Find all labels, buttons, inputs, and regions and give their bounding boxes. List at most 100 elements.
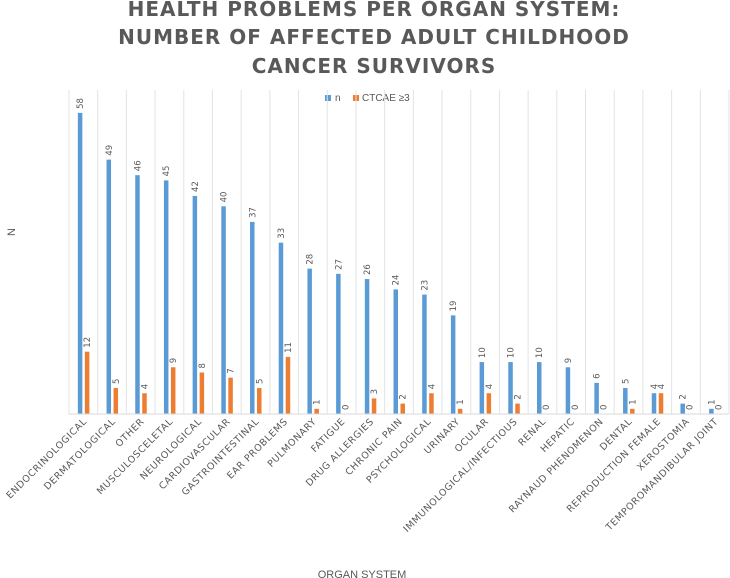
- data-label-ctcae-psychological: 4: [427, 384, 437, 389]
- data-label-n-temporomandibular-joint: 1: [707, 399, 717, 404]
- legend: n CTCAE ≥3: [325, 93, 410, 104]
- data-label-n-ear-problems: 33: [277, 228, 287, 239]
- data-label-ctcae-chronic-pain: 2: [399, 394, 409, 399]
- data-label-n-reproduction-female: 4: [650, 384, 660, 389]
- data-label-n-ocular: 10: [478, 347, 488, 358]
- data-label-ctcae-gastrointestinal: 5: [255, 379, 265, 384]
- legend-swatch-n: [325, 95, 331, 101]
- data-label-n-xerostomia: 2: [679, 394, 689, 399]
- bar-n-raynaud-phenomenon: [594, 382, 599, 414]
- bar-ctcae-immunological-infectious: [515, 403, 520, 414]
- bar-ctcae-ocular: [486, 393, 492, 414]
- bar-n-pulmonary: [307, 268, 312, 414]
- bar-ctcae-reproduction-female: [658, 393, 664, 414]
- bar-ctcae-neurological: [199, 372, 205, 414]
- data-label-n-renal: 10: [535, 347, 545, 358]
- bar-n-neurological: [192, 195, 198, 414]
- data-label-ctcae-dermatological: 5: [112, 379, 122, 384]
- bar-n-xerostomia: [680, 403, 685, 414]
- gridlines: [68, 90, 730, 414]
- chart-title-line-2: NUMBER OF AFFECTED ADULT CHILDHOOD: [118, 25, 630, 49]
- bar-ctcae-psychological: [429, 393, 434, 414]
- bar-ctcae-chronic-pain: [400, 403, 405, 414]
- bar-n-gastrointestinal: [250, 221, 255, 414]
- bar-ctcae-ear-problems: [285, 356, 291, 414]
- data-label-ctcae-pulmonary: 1: [313, 399, 323, 404]
- data-label-n-dental: 5: [621, 379, 631, 384]
- data-label-ctcae-ear-problems: 11: [284, 342, 294, 353]
- data-label-ctcae-neurological: 8: [198, 363, 208, 368]
- data-label-ctcae-cardiovascular: 7: [227, 368, 237, 373]
- bar-n-drug-allergies: [364, 279, 370, 414]
- bar-n-ear-problems: [278, 242, 284, 414]
- chart-title: HEALTH PROBLEMS PER ORGAN SYSTEM: NUMBER…: [118, 0, 630, 78]
- bar-n-reproduction-female: [651, 393, 657, 414]
- bar-n-cardiovascular: [221, 206, 226, 414]
- legend-label-ctcae: CTCAE ≥3: [362, 93, 410, 104]
- data-label-ctcae-temporomandibular-joint: 0: [714, 405, 724, 410]
- bar-n-chronic-pain: [393, 289, 398, 414]
- bar-n-renal: [536, 362, 542, 414]
- legend-label-n: n: [335, 93, 341, 104]
- data-label-ctcae-endocrinological: 12: [83, 337, 93, 348]
- data-label-n-urinary: 19: [449, 301, 459, 312]
- data-label-ctcae-hepatic: 0: [571, 405, 581, 410]
- chart-title-line-1: HEALTH PROBLEMS PER ORGAN SYSTEM:: [128, 0, 621, 21]
- bar-n-dental: [623, 388, 628, 414]
- y-axis-title: N: [6, 228, 18, 236]
- bar-ctcae-urinary: [457, 408, 463, 414]
- chart-title-line-3: CANCER SURVIVORS: [252, 54, 497, 78]
- data-label-n-cardiovascular: 40: [220, 192, 230, 203]
- data-label-ctcae-immunological-infectious: 2: [514, 394, 524, 399]
- data-label-n-gastrointestinal: 37: [248, 207, 258, 218]
- bar-n-dermatological: [106, 159, 112, 414]
- data-label-n-pulmonary: 28: [306, 254, 316, 265]
- x-axis-title: ORGAN SYSTEM: [318, 569, 407, 578]
- bar-n-ocular: [479, 362, 485, 414]
- data-label-n-psychological: 23: [420, 280, 430, 291]
- bar-n-psychological: [422, 294, 427, 414]
- bar-n-musculosceletal: [163, 180, 169, 414]
- bar-n-urinary: [450, 315, 456, 414]
- bar-ctcae-dermatological: [113, 388, 119, 414]
- data-label-n-immunological-infectious: 10: [507, 347, 517, 358]
- data-label-ctcae-dental: 1: [628, 399, 638, 404]
- bar-ctcae-endocrinological: [84, 351, 90, 414]
- bar-ctcae-dental: [630, 408, 635, 414]
- bar-ctcae-drug-allergies: [371, 398, 377, 414]
- bar-n-hepatic: [565, 367, 571, 414]
- data-label-n-other: 46: [133, 160, 143, 171]
- data-label-n-endocrinological: 58: [76, 98, 86, 109]
- data-labels: 5812495464459428407375331128127026324223…: [76, 98, 724, 410]
- bar-ctcae-musculosceletal: [170, 367, 176, 414]
- data-label-ctcae-raynaud-phenomenon: 0: [600, 405, 610, 410]
- data-label-n-musculosceletal: 45: [162, 166, 172, 177]
- data-label-ctcae-ocular: 4: [485, 384, 495, 389]
- data-label-ctcae-reproduction-female: 4: [657, 384, 667, 389]
- bar-ctcae-cardiovascular: [228, 377, 233, 414]
- bar-n-fatigue: [336, 273, 341, 414]
- data-label-ctcae-fatigue: 0: [341, 405, 351, 410]
- data-label-ctcae-other: 4: [140, 384, 150, 389]
- data-label-ctcae-urinary: 1: [456, 399, 466, 404]
- bar-n-temporomandibular-joint: [709, 408, 714, 414]
- bar-ctcae-gastrointestinal: [257, 388, 262, 414]
- bar-n-endocrinological: [77, 112, 83, 414]
- data-label-ctcae-xerostomia: 0: [686, 405, 696, 410]
- bar-n-other: [135, 175, 140, 414]
- data-label-ctcae-renal: 0: [542, 405, 552, 410]
- data-label-n-chronic-pain: 24: [392, 275, 402, 286]
- bar-ctcae-pulmonary: [314, 408, 319, 414]
- data-label-n-dermatological: 49: [105, 145, 115, 156]
- data-label-n-neurological: 42: [191, 181, 201, 192]
- data-label-n-fatigue: 27: [334, 259, 344, 270]
- data-label-n-drug-allergies: 26: [363, 264, 373, 275]
- data-label-ctcae-drug-allergies: 3: [370, 389, 380, 394]
- x-axis-tick-labels: ENDOCRINOLOGICALDERMATOLOGICALOTHERMUSCU…: [5, 416, 721, 534]
- data-label-ctcae-musculosceletal: 9: [169, 358, 179, 363]
- data-label-n-raynaud-phenomenon: 6: [593, 373, 603, 378]
- bar-n-immunological-infectious: [508, 362, 513, 414]
- data-label-n-hepatic: 9: [564, 358, 574, 363]
- bars: [77, 112, 714, 414]
